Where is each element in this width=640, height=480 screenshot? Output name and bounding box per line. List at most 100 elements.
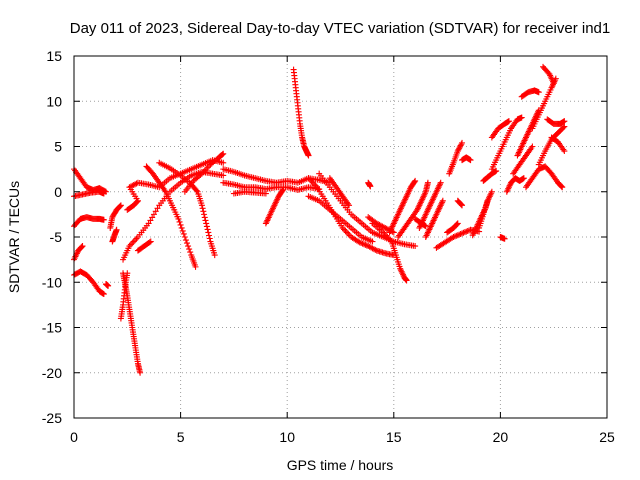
x-tick-label: 0 — [70, 429, 78, 445]
data-point-marker — [220, 150, 227, 157]
series-arc09 — [120, 270, 144, 376]
data-point-marker — [459, 139, 466, 146]
series-arc37 — [454, 197, 466, 209]
data-point-marker — [518, 114, 525, 121]
series-arc15 — [156, 159, 218, 259]
data-point-marker — [360, 241, 367, 248]
series-arc24 — [305, 193, 376, 245]
data-point-marker — [133, 235, 140, 242]
data-point-marker — [201, 214, 208, 221]
data-point-marker — [147, 238, 154, 245]
data-point-marker — [262, 190, 269, 197]
series-arc06 — [102, 281, 112, 289]
series-arc32 — [412, 215, 429, 230]
data-point-marker — [105, 282, 112, 289]
series-arc41 — [480, 167, 500, 184]
data-point-marker — [450, 234, 457, 240]
data-point-marker — [453, 232, 460, 239]
series-arc21 — [290, 66, 312, 159]
series-arc25 — [326, 175, 353, 209]
data-point-marker — [154, 205, 161, 212]
data-point-marker — [456, 231, 463, 238]
y-tick-label: -25 — [42, 410, 62, 426]
data-point-marker — [463, 228, 470, 235]
data-point-marker — [200, 208, 207, 215]
series-arc48 — [518, 87, 542, 100]
series-arc07 — [107, 202, 124, 231]
data-point-marker — [187, 249, 194, 256]
series-arc39 — [469, 197, 491, 239]
data-point-marker — [186, 246, 193, 253]
series-arc35 — [444, 220, 461, 236]
data-point-marker — [561, 148, 568, 155]
data-point-marker — [146, 239, 153, 246]
points-layer — [71, 63, 568, 376]
data-point-marker — [145, 220, 152, 227]
data-point-marker — [205, 229, 212, 236]
data-point-marker — [220, 172, 227, 179]
data-point-marker — [203, 220, 210, 227]
data-point-marker — [176, 218, 183, 225]
series-arc44 — [497, 234, 508, 242]
data-point-marker — [203, 223, 210, 230]
data-point-marker — [178, 224, 185, 231]
data-point-marker — [206, 232, 213, 239]
data-point-marker — [561, 118, 568, 125]
data-point-marker — [100, 216, 107, 223]
data-point-marker — [529, 143, 536, 150]
data-point-marker — [488, 188, 495, 195]
y-tick-label: 5 — [54, 139, 62, 155]
data-point-marker — [560, 124, 567, 131]
data-point-marker — [343, 229, 350, 236]
data-point-marker — [559, 184, 566, 191]
data-point-marker — [358, 240, 365, 247]
data-point-marker — [550, 80, 557, 87]
data-point-marker — [183, 240, 190, 247]
data-point-marker — [356, 239, 363, 246]
data-point-marker — [180, 230, 187, 237]
data-point-marker — [460, 229, 467, 236]
data-point-marker — [505, 118, 512, 125]
data-point-marker — [456, 143, 463, 150]
data-point-marker — [558, 183, 565, 190]
data-point-marker — [459, 230, 466, 237]
ticks-layer: 0 5 10 15 20 25 -25 -20 -15 -10 -5 0 5 10 15 — [42, 48, 615, 445]
y-tick-label: 10 — [46, 93, 62, 109]
data-point-marker — [451, 233, 458, 240]
data-point-marker — [202, 217, 209, 224]
data-point-marker — [134, 198, 141, 205]
series-arc20 — [262, 186, 286, 227]
data-point-marker — [464, 227, 471, 234]
y-tick-label: -5 — [50, 229, 63, 245]
series-arc31 — [416, 179, 444, 231]
data-point-marker — [198, 202, 205, 209]
data-point-marker — [100, 291, 107, 298]
data-point-marker — [279, 187, 286, 194]
y-tick-label: 0 — [54, 184, 62, 200]
series-arc14 — [143, 163, 199, 270]
data-point-marker — [372, 246, 379, 253]
data-point-marker — [493, 167, 500, 174]
series-arc05 — [71, 268, 107, 298]
data-point-marker — [78, 243, 85, 250]
data-point-marker — [100, 190, 107, 197]
data-point-marker — [501, 235, 508, 242]
data-point-marker — [79, 243, 86, 250]
series-arc27 — [369, 220, 410, 284]
series-arc08 — [109, 226, 120, 245]
data-point-marker — [182, 237, 189, 244]
data-point-marker — [455, 146, 462, 153]
data-point-marker — [130, 238, 137, 245]
data-point-marker — [132, 237, 139, 244]
data-point-marker — [467, 157, 474, 164]
data-point-marker — [149, 214, 156, 221]
series-arc49 — [522, 163, 566, 191]
data-point-marker — [117, 203, 124, 210]
data-point-marker — [454, 148, 461, 155]
data-point-marker — [454, 220, 461, 227]
data-point-marker — [129, 240, 136, 247]
data-point-marker — [346, 202, 353, 209]
series-arc36 — [446, 139, 466, 177]
data-point-marker — [150, 211, 157, 218]
